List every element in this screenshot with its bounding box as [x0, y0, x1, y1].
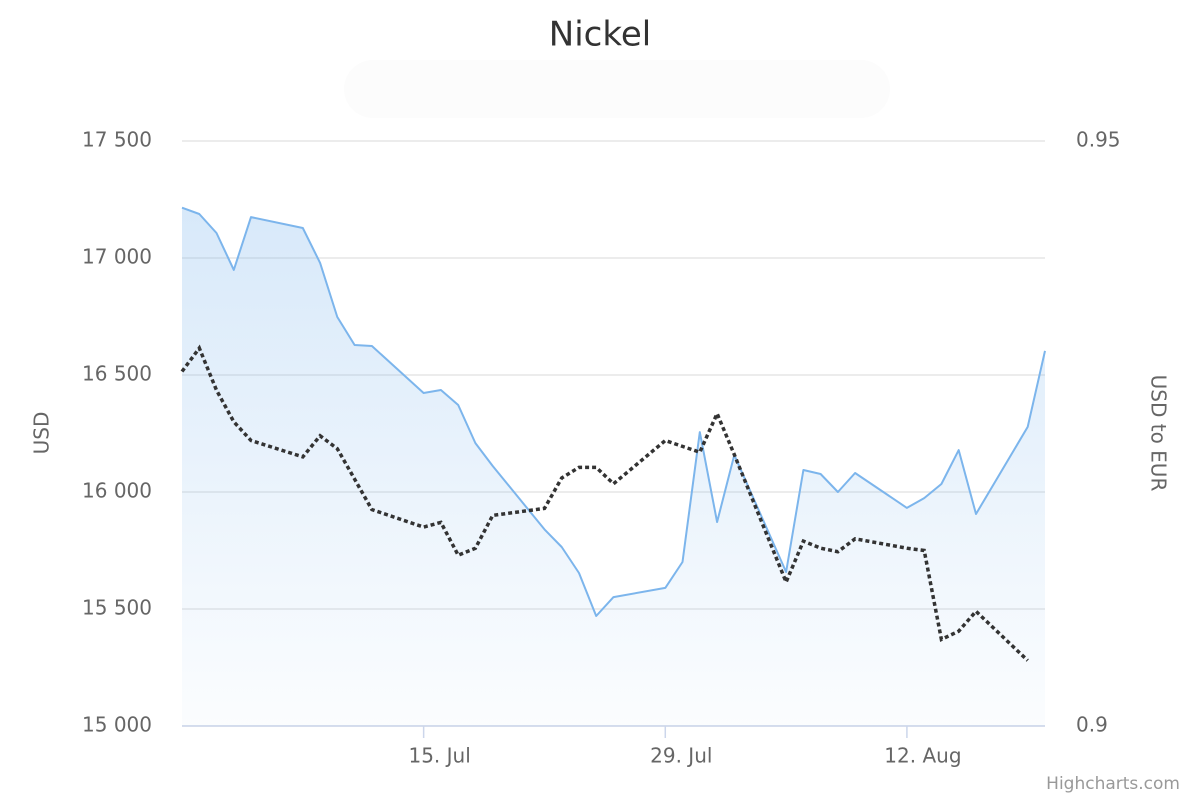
y2-axis-title: USD to EUR — [1147, 375, 1171, 492]
area-fill — [182, 207, 1045, 726]
area-line — [181, 206, 1046, 617]
line — [180, 344, 1029, 662]
chart-title: Nickel — [549, 15, 651, 55]
credits[interactable]: Highcharts.com — [1046, 774, 1180, 794]
y-tick-label: 15 000 — [82, 713, 152, 737]
y-axis-title: USD — [30, 412, 54, 455]
y2-tick-label: 0.95 — [1076, 128, 1121, 152]
y-tick-label: 16 000 — [82, 479, 152, 503]
y-tick-label: 15 500 — [82, 596, 152, 620]
y-tick-label: 17 000 — [82, 245, 152, 269]
y-tick-label: 16 500 — [82, 362, 152, 386]
x-tick-label: 29. Jul — [650, 744, 712, 768]
x-tick-label: 12. Aug — [884, 744, 961, 768]
y2-tick-label: 0.9 — [1076, 713, 1108, 737]
y-tick-label: 17 500 — [82, 128, 152, 152]
range-placeholder — [344, 60, 890, 118]
x-tick-label: 15. Jul — [408, 744, 470, 768]
